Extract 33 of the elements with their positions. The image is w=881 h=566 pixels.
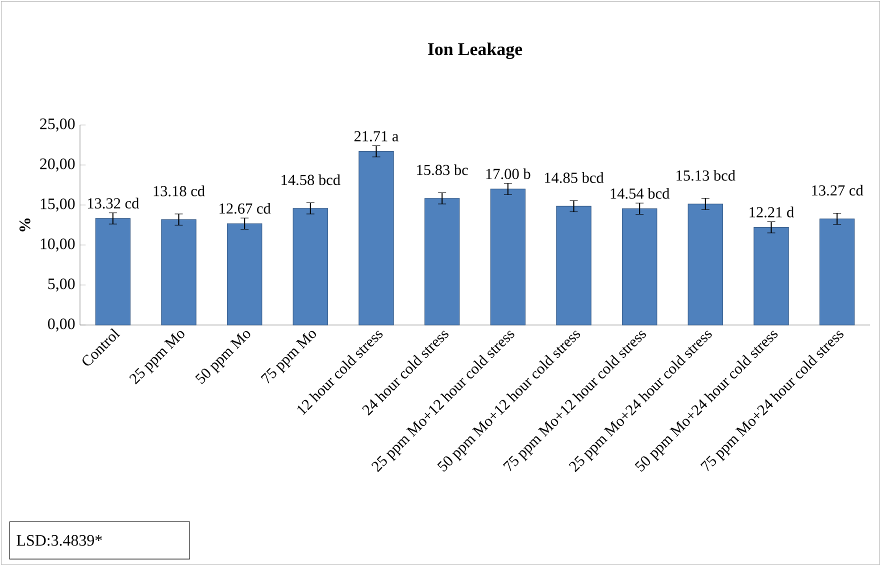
bar — [95, 218, 131, 326]
y-tick-label: 10,00 — [40, 238, 75, 252]
y-tick-label: 0,00 — [48, 318, 75, 332]
bar — [358, 151, 394, 326]
y-tick-label: 20,00 — [40, 158, 75, 172]
bar — [424, 198, 460, 326]
data-label: 17.00 b — [486, 168, 530, 180]
data-label: 13.18 cd — [154, 186, 205, 196]
y-axis-title: % — [20, 218, 30, 232]
bar — [292, 208, 328, 326]
data-label: 15.83 bc — [417, 164, 468, 176]
y-tick-label: 5,00 — [48, 278, 75, 292]
y-tick-label: 25,00 — [40, 118, 75, 132]
y-tick-label: 15,00 — [40, 198, 75, 212]
bar — [819, 218, 855, 326]
data-label: 21.71 a — [354, 131, 399, 142]
data-label: 14.85 bcd — [544, 172, 604, 183]
data-label: 13.27 cd — [812, 184, 864, 196]
data-label: 12.21 d — [750, 206, 794, 218]
bar — [556, 206, 592, 326]
bar — [161, 219, 196, 326]
bar — [754, 227, 789, 326]
bar — [490, 188, 526, 326]
data-label: 15.13 bcd — [676, 170, 736, 181]
bar — [226, 223, 262, 326]
chart-title: Ion Leakage — [428, 42, 522, 59]
text: LSD:3.4839* — [16, 534, 102, 546]
data-label: 14.58 bcd — [282, 174, 340, 186]
data-label: 13.32 cd — [88, 198, 140, 209]
data-label: 12.67 cd — [220, 202, 271, 214]
bar — [622, 208, 658, 326]
data-label: 14.54 bcd — [610, 188, 670, 199]
bar — [688, 204, 724, 326]
